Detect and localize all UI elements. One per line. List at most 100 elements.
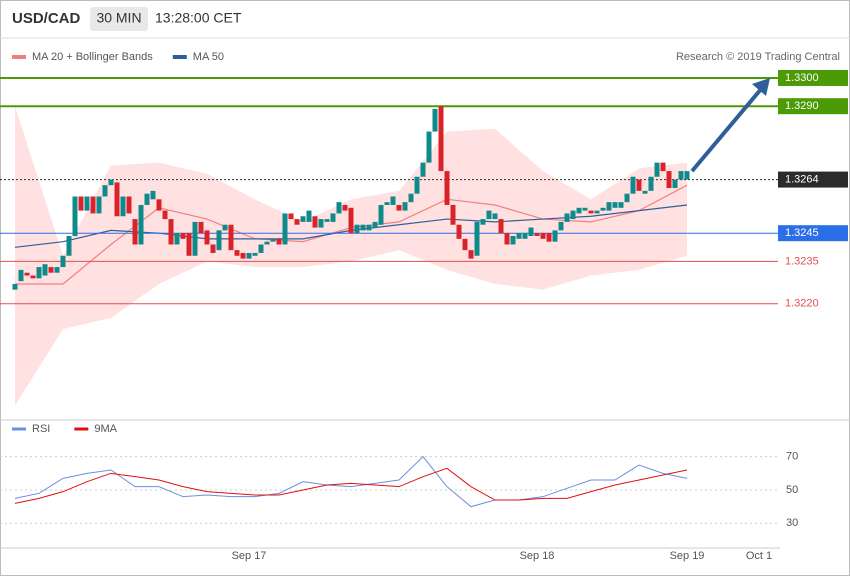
candle-body bbox=[234, 250, 240, 256]
candle-body bbox=[108, 179, 114, 186]
candle-body bbox=[624, 193, 630, 203]
candle-body bbox=[48, 267, 54, 273]
x-tick-label: Sep 19 bbox=[670, 550, 705, 562]
candle-body bbox=[552, 230, 558, 242]
candle-body bbox=[648, 176, 654, 191]
candle-body bbox=[132, 219, 138, 245]
level-label: 1.3290 bbox=[785, 100, 819, 112]
level-label: 1.3235 bbox=[785, 255, 819, 267]
candle-body bbox=[630, 176, 636, 194]
candle-body bbox=[492, 213, 498, 220]
candle-body bbox=[510, 236, 516, 245]
forecast-arrow bbox=[690, 86, 764, 173]
candle-body bbox=[120, 196, 126, 217]
candle-body bbox=[354, 224, 360, 234]
candle-body bbox=[660, 162, 666, 172]
level-label: 1.3300 bbox=[785, 72, 819, 84]
candle-body bbox=[96, 196, 102, 214]
candle-body bbox=[534, 233, 540, 237]
x-tick-label: Sep 17 bbox=[232, 550, 267, 562]
candle-body bbox=[228, 224, 234, 251]
candle-body bbox=[324, 219, 330, 222]
candle-body bbox=[54, 267, 60, 273]
candle-body bbox=[546, 233, 552, 242]
candle-body bbox=[600, 207, 606, 211]
rsi-line bbox=[14, 455, 688, 508]
candle-body bbox=[318, 219, 324, 228]
candle-body bbox=[252, 252, 258, 256]
candle-body bbox=[330, 213, 336, 222]
candle-body bbox=[498, 219, 504, 234]
time: 13:28:00 CET bbox=[155, 10, 242, 26]
candle-body bbox=[366, 224, 372, 231]
interval: 30 MIN bbox=[96, 10, 141, 26]
candle-body bbox=[18, 269, 24, 282]
candle-body bbox=[654, 162, 660, 177]
candle-body bbox=[264, 241, 270, 245]
candle-body bbox=[588, 210, 594, 214]
candle-body bbox=[204, 230, 210, 245]
candle-body bbox=[138, 204, 144, 245]
candle-body bbox=[576, 207, 582, 214]
candle-body bbox=[462, 238, 468, 251]
candle-body bbox=[360, 224, 366, 231]
candle-body bbox=[210, 244, 216, 253]
candle-body bbox=[396, 204, 402, 211]
candle-body bbox=[438, 106, 444, 172]
candle-body bbox=[336, 202, 342, 214]
candle-body bbox=[372, 221, 378, 228]
candle-body bbox=[636, 179, 642, 191]
candle-body bbox=[84, 196, 90, 211]
candle-body bbox=[522, 233, 528, 239]
candle-body bbox=[240, 252, 246, 259]
candle-body bbox=[174, 233, 180, 245]
candle-body bbox=[414, 176, 420, 194]
candle-body bbox=[246, 252, 252, 259]
candle-body bbox=[528, 227, 534, 237]
symbol: USD/CAD bbox=[12, 10, 81, 27]
candle-body bbox=[30, 275, 36, 279]
x-tick-label: Sep 18 bbox=[520, 550, 555, 562]
candle-body bbox=[486, 210, 492, 220]
credit: Research © 2019 Trading Central bbox=[676, 51, 840, 63]
candle-body bbox=[192, 221, 198, 256]
candle-body bbox=[426, 131, 432, 163]
candle-body bbox=[114, 182, 120, 217]
candle-body bbox=[684, 171, 690, 180]
candle-body bbox=[66, 236, 72, 256]
candle-body bbox=[78, 196, 84, 211]
level-tag bbox=[778, 225, 848, 242]
candle-body bbox=[582, 207, 588, 211]
candle-body bbox=[504, 233, 510, 245]
candle-body bbox=[558, 221, 564, 231]
candle-body bbox=[480, 219, 486, 225]
candle-body bbox=[444, 171, 450, 205]
candle-body bbox=[384, 202, 390, 205]
candle-body bbox=[312, 216, 318, 228]
candle-body bbox=[516, 233, 522, 239]
candle-body bbox=[432, 109, 438, 132]
candle-body bbox=[420, 162, 426, 177]
candle-body bbox=[564, 213, 570, 222]
candle-body bbox=[606, 202, 612, 211]
candle-body bbox=[468, 250, 474, 259]
candle-body bbox=[180, 233, 186, 239]
candle-body bbox=[294, 219, 300, 225]
candle-body bbox=[612, 202, 618, 208]
candle-body bbox=[378, 204, 384, 225]
candle-body bbox=[642, 190, 648, 194]
level-tag bbox=[778, 98, 848, 115]
candle-body bbox=[126, 196, 132, 214]
interval-box bbox=[90, 7, 148, 31]
candle-body bbox=[162, 210, 168, 220]
level-tag bbox=[778, 69, 848, 86]
candle-body bbox=[678, 171, 684, 180]
forecast-arrowhead bbox=[752, 77, 770, 96]
candle-body bbox=[186, 233, 192, 256]
candle-body bbox=[408, 193, 414, 203]
candle-body bbox=[60, 255, 66, 268]
candle-body bbox=[348, 207, 354, 234]
rsi-line bbox=[14, 467, 688, 504]
